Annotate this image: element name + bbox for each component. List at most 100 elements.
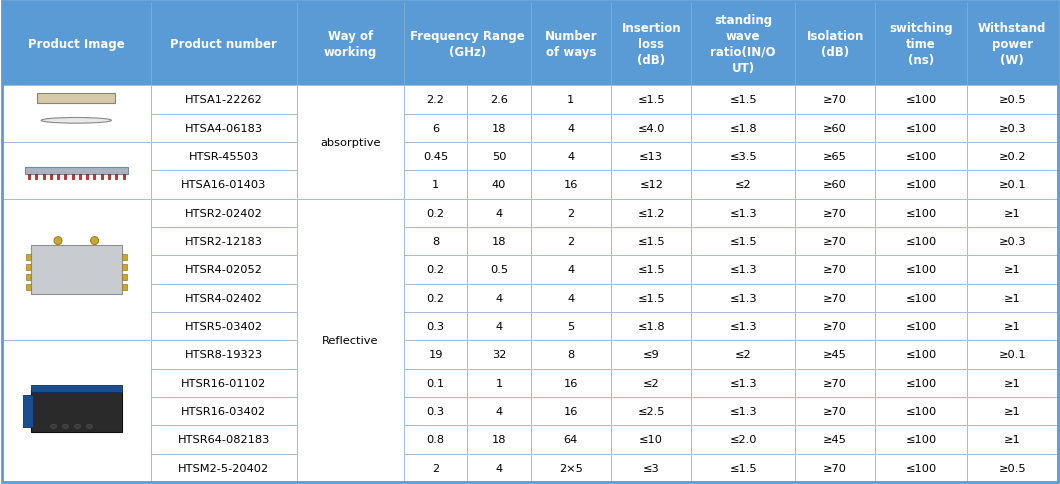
Bar <box>691 114 795 143</box>
Text: ≤2.5: ≤2.5 <box>637 406 665 416</box>
Text: 8: 8 <box>432 237 439 246</box>
Bar <box>151 454 297 482</box>
Bar <box>611 227 691 256</box>
Text: ≤100: ≤100 <box>905 237 937 246</box>
Bar <box>795 312 876 341</box>
Text: ≥70: ≥70 <box>824 463 847 473</box>
Bar <box>151 256 297 284</box>
Bar <box>876 114 967 143</box>
Bar <box>467 114 531 143</box>
Text: ≤100: ≤100 <box>905 208 937 218</box>
Bar <box>967 143 1058 171</box>
Bar <box>31 390 122 433</box>
Text: 4: 4 <box>567 293 575 303</box>
Bar <box>404 86 467 114</box>
Text: absorptive: absorptive <box>320 137 381 148</box>
Bar <box>691 199 795 227</box>
Text: ≤1.5: ≤1.5 <box>729 237 757 246</box>
Bar <box>795 425 876 454</box>
Bar <box>151 397 297 425</box>
Text: 16: 16 <box>564 180 578 190</box>
Text: ≤1.5: ≤1.5 <box>729 463 757 473</box>
Bar <box>404 454 467 482</box>
Text: ≥70: ≥70 <box>824 95 847 105</box>
Text: Way of
working: Way of working <box>323 30 377 59</box>
Bar <box>967 397 1058 425</box>
Bar <box>28 175 30 180</box>
Text: 0.2: 0.2 <box>426 265 444 275</box>
Text: ≤1.8: ≤1.8 <box>637 321 665 332</box>
Bar <box>795 114 876 143</box>
Bar <box>795 369 876 397</box>
Text: ≤2: ≤2 <box>735 350 752 360</box>
Text: ≤10: ≤10 <box>639 435 664 445</box>
Bar <box>151 86 297 114</box>
Bar <box>2 86 151 143</box>
Bar <box>876 227 967 256</box>
Bar <box>467 143 531 171</box>
Bar <box>691 397 795 425</box>
Bar <box>404 114 467 143</box>
Bar <box>404 2 531 86</box>
Bar <box>876 256 967 284</box>
Text: HTSA1-22262: HTSA1-22262 <box>184 95 263 105</box>
Bar <box>31 245 122 295</box>
Text: 4: 4 <box>567 151 575 162</box>
Bar <box>31 385 122 392</box>
Bar <box>531 369 611 397</box>
Text: ≤100: ≤100 <box>905 293 937 303</box>
Bar <box>611 171 691 199</box>
Bar <box>122 264 127 271</box>
Text: ≥70: ≥70 <box>824 406 847 416</box>
Text: 40: 40 <box>492 180 506 190</box>
Bar <box>35 175 37 180</box>
Text: HTSR2-02402: HTSR2-02402 <box>184 208 263 218</box>
Bar <box>531 397 611 425</box>
Bar <box>691 227 795 256</box>
Text: ≤100: ≤100 <box>905 350 937 360</box>
Bar <box>691 86 795 114</box>
Text: HTSR4-02052: HTSR4-02052 <box>184 265 263 275</box>
Bar <box>967 171 1058 199</box>
Text: ≤1.3: ≤1.3 <box>729 406 757 416</box>
Bar <box>967 425 1058 454</box>
Text: ≥70: ≥70 <box>824 321 847 332</box>
Bar <box>467 454 531 482</box>
Bar <box>611 341 691 369</box>
Ellipse shape <box>87 424 92 428</box>
Bar <box>691 2 795 86</box>
Bar <box>57 175 59 180</box>
Bar <box>691 425 795 454</box>
Bar <box>151 284 297 312</box>
Text: Product number: Product number <box>171 38 277 50</box>
Text: ≥60: ≥60 <box>824 123 847 134</box>
Bar <box>967 454 1058 482</box>
Bar <box>531 341 611 369</box>
Text: Reflective: Reflective <box>322 335 378 346</box>
Text: ≤2: ≤2 <box>642 378 659 388</box>
Text: Product Image: Product Image <box>28 38 125 50</box>
Bar <box>122 284 127 290</box>
Bar <box>25 255 31 260</box>
Text: 32: 32 <box>492 350 506 360</box>
Text: ≤1.3: ≤1.3 <box>729 378 757 388</box>
Text: ≤1.3: ≤1.3 <box>729 321 757 332</box>
Text: ≥65: ≥65 <box>824 151 847 162</box>
Text: ≤1.5: ≤1.5 <box>637 95 665 105</box>
Text: HTSR4-02402: HTSR4-02402 <box>184 293 263 303</box>
Bar <box>25 167 127 175</box>
Bar <box>467 199 531 227</box>
Text: 2.6: 2.6 <box>490 95 508 105</box>
Bar <box>297 2 404 86</box>
Text: 0.2: 0.2 <box>426 293 444 303</box>
Text: HTSA4-06183: HTSA4-06183 <box>184 123 263 134</box>
Bar <box>101 175 103 180</box>
Text: ≤1.3: ≤1.3 <box>729 293 757 303</box>
Bar <box>151 199 297 227</box>
Bar <box>404 425 467 454</box>
Bar <box>151 114 297 143</box>
Text: 64: 64 <box>564 435 578 445</box>
Text: HTSR64-082183: HTSR64-082183 <box>177 435 270 445</box>
Text: 0.2: 0.2 <box>426 208 444 218</box>
Text: ≥70: ≥70 <box>824 208 847 218</box>
